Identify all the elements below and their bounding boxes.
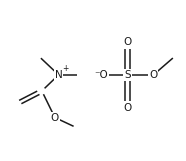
Text: O: O: [123, 103, 132, 113]
Text: O: O: [123, 37, 132, 47]
Text: O: O: [149, 70, 158, 80]
Text: ⁻O: ⁻O: [94, 70, 108, 80]
Text: O: O: [51, 113, 59, 123]
Text: +: +: [62, 64, 69, 73]
Text: S: S: [124, 70, 131, 80]
Text: N: N: [55, 70, 62, 80]
